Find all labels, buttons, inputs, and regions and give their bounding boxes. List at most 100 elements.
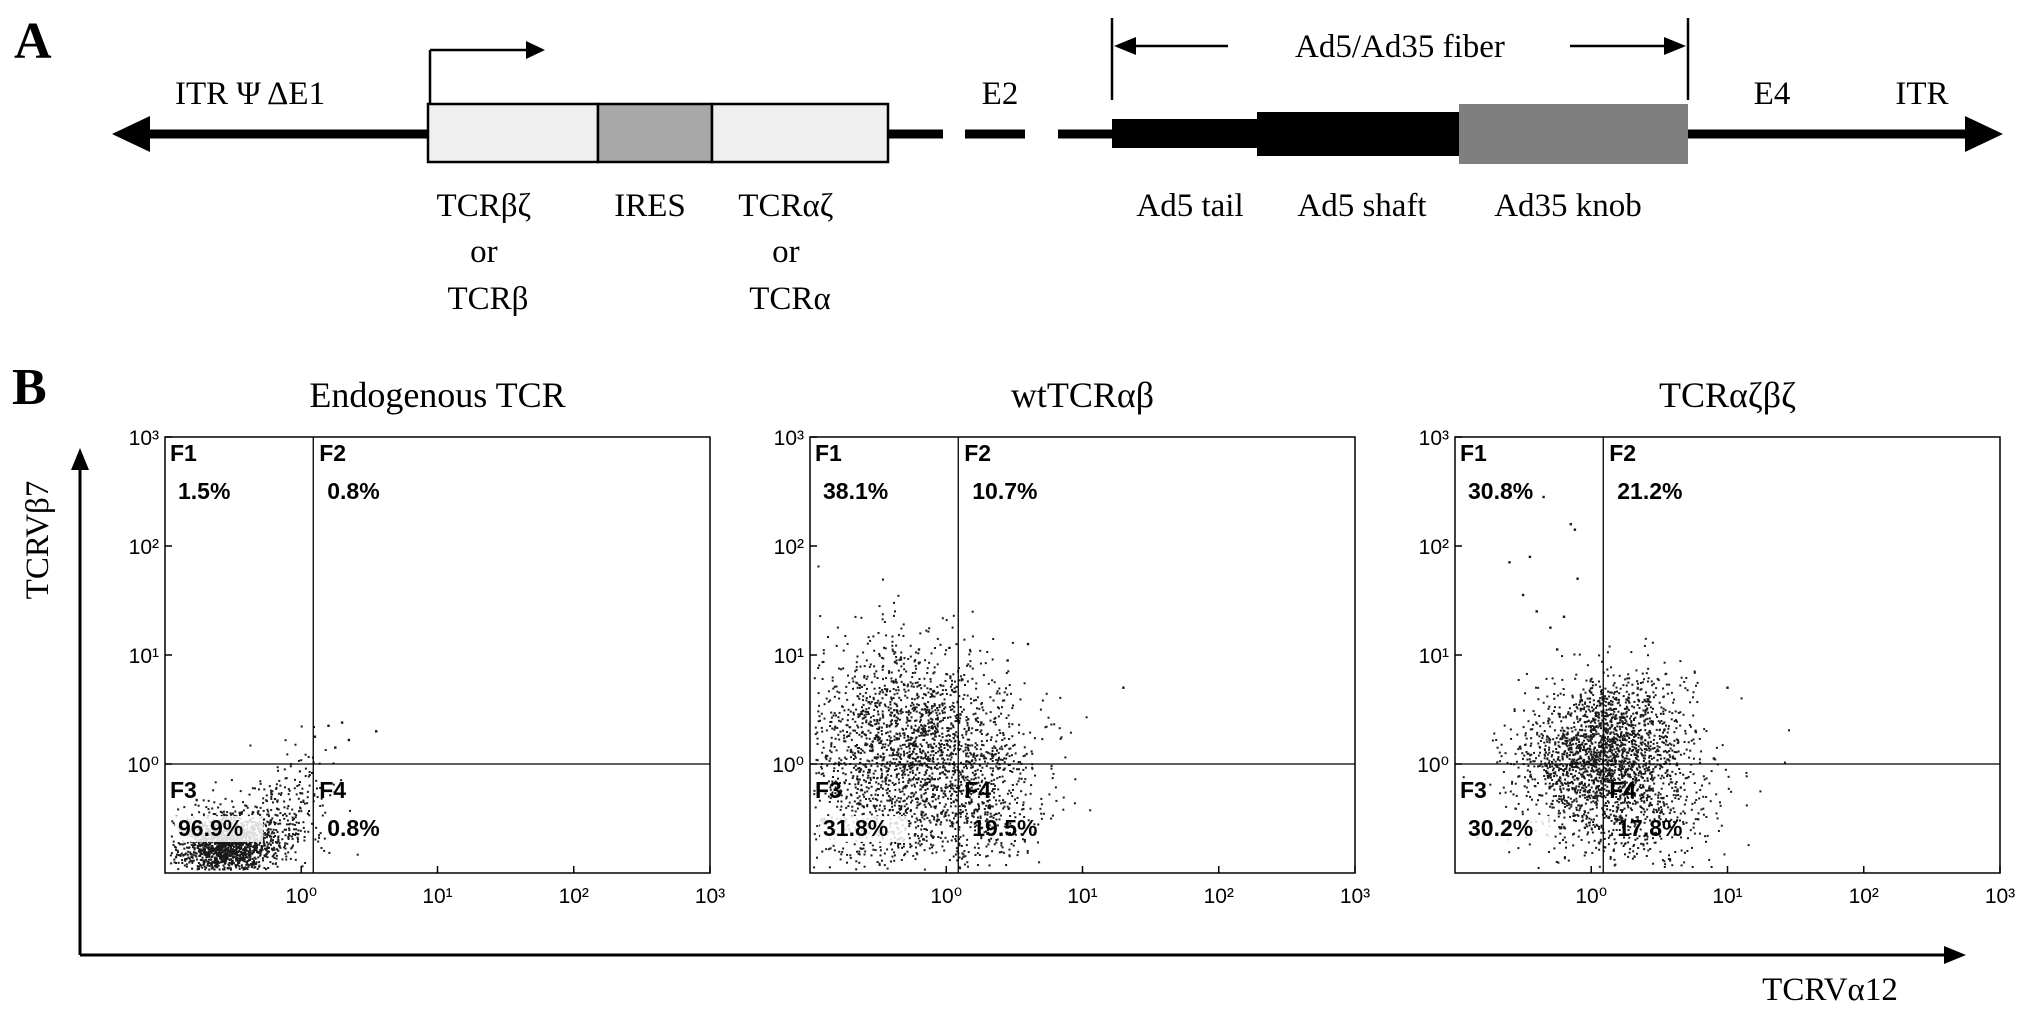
data-point [1550,755,1553,758]
data-point [270,795,273,798]
data-point [902,662,905,665]
data-point [895,656,898,658]
data-point [994,753,997,756]
data-point [238,865,241,868]
data-point [867,636,870,639]
data-point [903,768,906,771]
data-point [919,784,922,787]
data-point [851,751,854,754]
data-point [238,854,241,857]
data-point [1012,744,1015,747]
data-point [1547,753,1550,756]
data-point [984,662,987,665]
data-point [1022,838,1024,841]
data-point [241,866,243,869]
data-point [897,764,900,767]
data-point [928,774,931,777]
e2-label: E2 [982,76,1019,112]
data-point [940,821,943,824]
data-point [985,757,988,760]
data-point [248,850,251,853]
data-point [914,681,917,684]
data-point [254,841,257,844]
data-point [843,737,846,740]
data-point [927,751,930,754]
data-point [261,845,264,848]
data-point [960,781,962,783]
x-tick-label: 10¹ [422,885,452,908]
data-point [935,711,938,714]
data-point [935,727,937,730]
data-point [977,847,980,850]
data-point [276,766,279,769]
data-point [945,754,948,757]
data-point [889,690,892,693]
data-point [1013,840,1016,842]
data-point [210,850,213,853]
data-point [863,853,866,856]
data-point [996,838,999,841]
data-point [979,817,982,820]
data-point [1008,848,1011,851]
data-point [925,705,928,708]
data-point [998,776,1001,778]
data-point [906,717,909,720]
data-point [912,709,915,712]
data-point [1572,766,1575,769]
data-point [977,781,980,784]
data-point [874,798,877,801]
data-point [1027,819,1030,822]
data-point [919,720,922,723]
data-point [242,854,245,857]
data-point [1003,805,1006,808]
data-point [818,704,821,707]
data-point [938,749,941,752]
data-point [955,731,958,734]
data-point [929,803,931,806]
data-point [1610,718,1613,721]
data-point [955,717,958,720]
data-point [861,722,864,725]
data-point [1628,709,1630,712]
data-point [1649,755,1652,758]
data-point [226,849,229,852]
data-point [220,845,223,847]
data-point [952,835,954,838]
data-point [229,843,232,846]
data-point [936,637,939,640]
data-point [249,843,251,846]
data-point [995,818,998,821]
data-point [249,842,252,845]
data-point [230,868,232,871]
data-point [893,854,896,857]
y-tick-label: 10⁰ [772,754,804,777]
data-point [938,734,941,737]
data-point [301,792,304,795]
data-point [959,675,962,678]
data-point [926,777,929,780]
data-point [941,845,944,848]
data-point [1019,772,1022,775]
global-y-arrowhead [71,448,89,470]
data-point [1040,817,1043,820]
data-point [1640,752,1643,755]
data-point [1551,765,1554,768]
data-point [958,838,961,841]
data-point [951,689,954,692]
data-point [222,851,225,854]
data-point [900,665,903,668]
data-point [1604,775,1607,778]
data-point [914,785,916,788]
data-point [987,795,990,798]
data-point [844,740,847,743]
data-point [273,846,276,849]
data-point [831,791,834,794]
data-point [871,759,874,762]
data-point [1007,714,1010,717]
data-point [236,859,239,862]
data-point [856,744,858,746]
data-point [975,788,978,791]
data-point [242,809,245,812]
data-point [922,800,925,803]
data-point [1631,765,1634,768]
